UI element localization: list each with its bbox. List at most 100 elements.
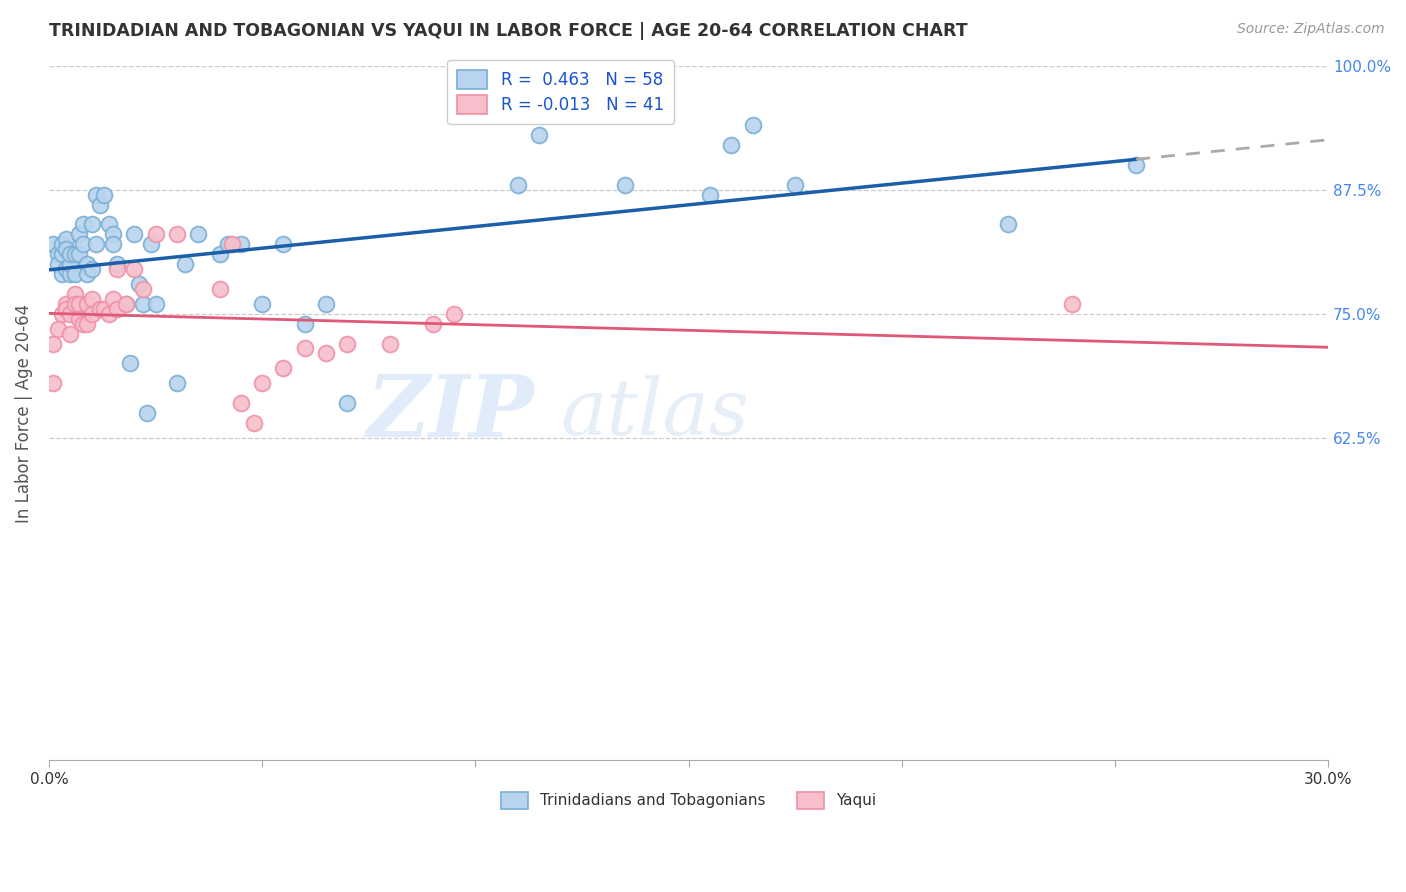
Point (80, 262, 103, 277)
Point (132, 282, 155, 296)
Point (273, 361, 295, 376)
Point (89, 197, 111, 211)
Point (105, 262, 128, 277)
Point (101, 237, 124, 252)
Point (63, 286, 86, 301)
Point (46, 257, 69, 271)
Point (51, 237, 73, 252)
Point (221, 237, 243, 252)
Point (1062, 297, 1084, 311)
Point (55, 242, 77, 256)
Point (145, 227, 167, 242)
Y-axis label: In Labor Force | Age 20-64: In Labor Force | Age 20-64 (15, 303, 32, 523)
Point (105, 257, 128, 271)
Point (741, 118, 763, 132)
Point (84, 187, 107, 202)
Legend: Trinidadians and Tobagonians, Yaqui: Trinidadians and Tobagonians, Yaqui (495, 786, 883, 815)
Point (46, 321, 69, 335)
Point (1125, 158, 1147, 172)
Point (55, 232, 77, 246)
Point (273, 237, 295, 252)
Point (699, 187, 721, 202)
Point (63, 267, 86, 281)
Point (67, 297, 90, 311)
Point (63, 297, 86, 311)
Point (136, 406, 159, 420)
Point (118, 356, 141, 370)
Point (101, 227, 124, 242)
Point (42, 376, 65, 391)
Point (114, 297, 136, 311)
Point (315, 346, 337, 360)
Point (141, 237, 163, 252)
Point (720, 138, 742, 153)
Point (59, 326, 82, 341)
Point (42, 237, 65, 252)
Point (242, 416, 264, 430)
Point (97, 307, 120, 321)
Point (76, 317, 98, 331)
Point (80, 307, 103, 321)
Point (250, 376, 273, 391)
Point (76, 297, 98, 311)
Point (59, 257, 82, 271)
Point (51, 267, 73, 281)
Point (101, 292, 124, 306)
Point (80, 292, 103, 306)
Point (55, 262, 77, 277)
Text: TRINIDADIAN AND TOBAGONIAN VS YAQUI IN LABOR FORCE | AGE 20-64 CORRELATION CHART: TRINIDADIAN AND TOBAGONIAN VS YAQUI IN L… (49, 22, 967, 40)
Point (294, 317, 316, 331)
Point (76, 267, 98, 281)
Point (208, 282, 231, 296)
Point (132, 297, 155, 311)
Point (997, 218, 1019, 232)
Point (59, 267, 82, 281)
Text: ZIP: ZIP (367, 371, 536, 455)
Point (93, 187, 115, 202)
Point (84, 237, 107, 252)
Point (336, 396, 359, 410)
Point (72, 218, 94, 232)
Point (250, 297, 273, 311)
Point (67, 247, 90, 261)
Point (114, 297, 136, 311)
Point (55, 297, 77, 311)
Point (67, 311, 90, 326)
Point (229, 396, 252, 410)
Point (422, 317, 444, 331)
Point (80, 218, 103, 232)
Point (506, 178, 529, 192)
Point (59, 247, 82, 261)
Point (443, 307, 465, 321)
Point (122, 262, 145, 277)
Point (42, 336, 65, 351)
Point (76, 257, 98, 271)
Point (166, 227, 188, 242)
Point (336, 336, 359, 351)
Point (97, 218, 120, 232)
Text: Source: ZipAtlas.com: Source: ZipAtlas.com (1237, 22, 1385, 37)
Point (105, 301, 128, 316)
Point (93, 301, 115, 316)
Point (174, 257, 197, 271)
Point (67, 227, 90, 242)
Point (72, 317, 94, 331)
Point (217, 237, 239, 252)
Point (145, 297, 167, 311)
Point (46, 247, 69, 261)
Point (187, 227, 209, 242)
Point (122, 227, 145, 242)
Point (59, 307, 82, 321)
Point (294, 342, 316, 356)
Point (55, 301, 77, 316)
Text: atlas: atlas (561, 375, 749, 451)
Point (529, 128, 551, 142)
Point (315, 297, 337, 311)
Point (229, 237, 252, 252)
Point (613, 178, 636, 192)
Point (166, 376, 188, 391)
Point (128, 277, 150, 291)
Point (63, 247, 86, 261)
Point (378, 336, 401, 351)
Point (72, 237, 94, 252)
